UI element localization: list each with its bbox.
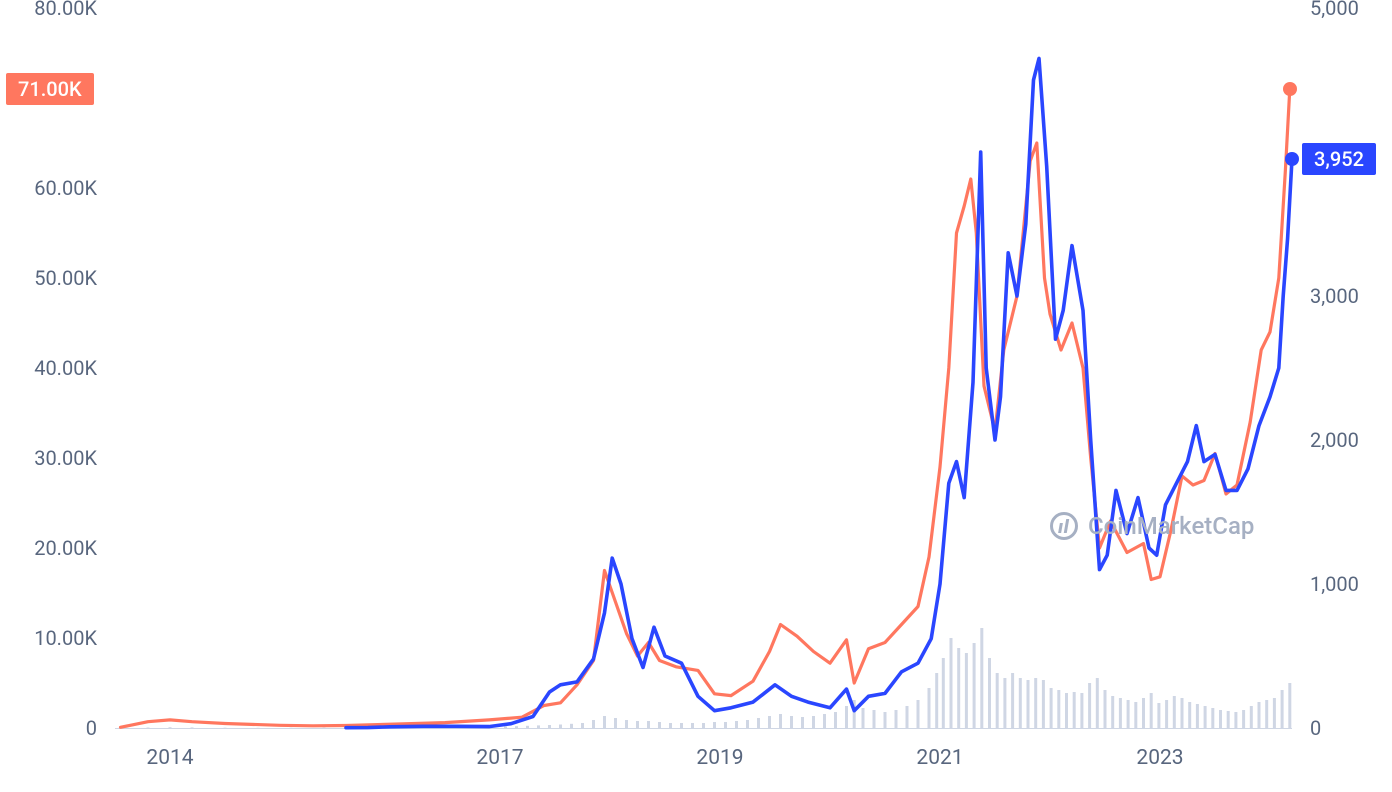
volume-bar: [957, 648, 960, 728]
volume-bar: [1088, 683, 1091, 728]
chart-svg: [0, 0, 1392, 792]
volume-bar: [669, 723, 672, 728]
series-b-line: [346, 58, 1292, 727]
volume-bar: [515, 726, 518, 728]
volume-bar: [1219, 710, 1222, 728]
volume-bar: [1096, 678, 1099, 728]
coinmarketcap-icon: [1050, 512, 1078, 540]
volume-bar: [1165, 700, 1168, 728]
volume-bar: [1065, 693, 1068, 728]
volume-bar: [1050, 688, 1053, 728]
volume-bar: [1027, 680, 1030, 728]
volume-bar: [548, 725, 551, 728]
volume-bar: [884, 712, 887, 728]
volume-bar: [779, 714, 782, 728]
volume-bar: [906, 706, 909, 728]
volume-bar: [1142, 698, 1145, 728]
volume-bar: [950, 638, 953, 728]
volume-bar: [935, 673, 938, 728]
volume-bar: [917, 700, 920, 728]
volume-bar: [928, 688, 931, 728]
volume-bar: [537, 725, 540, 728]
volume-bar: [1281, 690, 1284, 728]
volume-bar: [757, 718, 760, 728]
volume-bar: [570, 724, 573, 728]
volume-bar: [581, 723, 584, 728]
volume-bar: [1127, 700, 1130, 728]
volume-bar: [603, 716, 606, 728]
volume-bar: [713, 722, 716, 728]
volume-bar: [1073, 692, 1076, 728]
volume-bar: [1150, 693, 1153, 728]
volume-bar: [1181, 698, 1184, 728]
volume-bar: [614, 718, 617, 728]
volume-bar: [1080, 693, 1083, 728]
volume-bar: [895, 710, 898, 728]
watermark: CoinMarketCap: [1050, 512, 1254, 540]
volume-bar: [1057, 690, 1060, 728]
volume-bar: [996, 673, 999, 728]
volume-bar: [625, 720, 628, 728]
volume-bar: [658, 722, 661, 728]
volume-bar: [1173, 696, 1176, 728]
volume-bar: [592, 720, 595, 728]
volume-bar: [191, 727, 194, 728]
volume-bar: [1234, 712, 1237, 728]
volume-bar: [1034, 678, 1037, 728]
volume-bar: [735, 721, 738, 728]
volume-bar: [1250, 706, 1253, 728]
volume-bar: [1196, 704, 1199, 728]
volume-bar: [1204, 706, 1207, 728]
volume-bar: [1134, 702, 1137, 728]
volume-bar: [790, 716, 793, 728]
volume-bar: [768, 716, 771, 728]
volume-bar: [1258, 702, 1261, 728]
watermark-text: CoinMarketCap: [1088, 512, 1254, 540]
volume-bar: [702, 723, 705, 728]
volume-bar: [965, 653, 968, 728]
volume-bar: [1157, 703, 1160, 728]
volume-bar: [1211, 708, 1214, 728]
volume-bar: [1288, 683, 1291, 728]
volume-bar: [1227, 711, 1230, 728]
volume-bar: [647, 721, 650, 728]
volume-bar: [942, 658, 945, 728]
volume-bar: [973, 643, 976, 728]
price-chart: 010.00K20.00K30.00K40.00K50.00K60.00K71.…: [0, 0, 1392, 792]
volume-bar: [1104, 690, 1107, 728]
series-a-line: [121, 89, 1290, 727]
volume-bar: [1111, 696, 1114, 728]
volume-bar: [801, 717, 804, 728]
series-b-end-dot: [1285, 152, 1299, 166]
volume-bar: [873, 710, 876, 728]
volume-bar: [1273, 698, 1276, 728]
volume-bar: [1011, 673, 1014, 728]
volume-bar: [691, 723, 694, 728]
series-a-end-dot: [1283, 82, 1297, 96]
volume-bar: [169, 727, 172, 728]
volume-bar: [1242, 710, 1245, 728]
volume-bar: [812, 716, 815, 728]
volume-bar: [147, 728, 150, 729]
volume-bar: [823, 714, 826, 728]
volume-bar: [559, 725, 562, 729]
volume-bar: [680, 723, 683, 728]
volume-bar: [724, 722, 727, 728]
volume-bar: [834, 712, 837, 728]
volume-bar: [504, 727, 507, 729]
volume-bar: [862, 708, 865, 728]
volume-bar: [988, 658, 991, 728]
volume-bar: [746, 720, 749, 728]
volume-bar: [1019, 678, 1022, 728]
volume-bar: [1265, 700, 1268, 728]
volume-bar: [526, 726, 529, 728]
volume-bar: [636, 721, 639, 728]
volume-bar: [1119, 698, 1122, 728]
volume-bar: [1003, 678, 1006, 728]
volume-bar: [845, 706, 848, 728]
volume-bar: [1042, 680, 1045, 728]
volume-bar: [1188, 702, 1191, 728]
volume-bar: [980, 628, 983, 728]
